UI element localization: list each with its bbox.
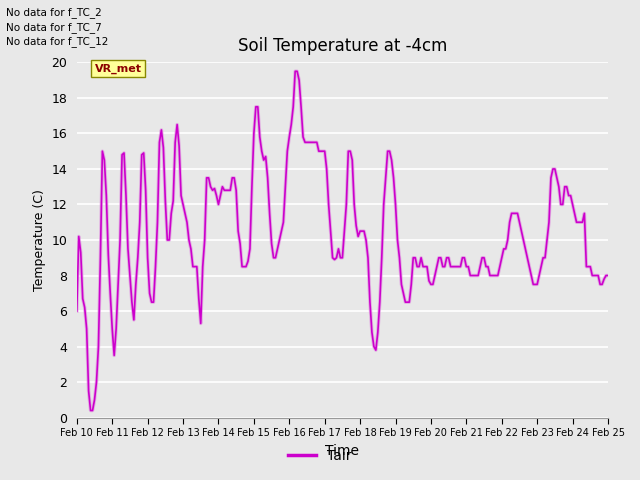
X-axis label: Time: Time bbox=[325, 444, 360, 457]
Text: VR_met: VR_met bbox=[95, 63, 141, 73]
Legend: Tair: Tair bbox=[283, 443, 357, 468]
Title: Soil Temperature at -4cm: Soil Temperature at -4cm bbox=[237, 37, 447, 55]
Text: No data for f_TC_12: No data for f_TC_12 bbox=[6, 36, 109, 47]
Y-axis label: Temperature (C): Temperature (C) bbox=[33, 189, 45, 291]
Text: No data for f_TC_7: No data for f_TC_7 bbox=[6, 22, 102, 33]
Text: No data for f_TC_2: No data for f_TC_2 bbox=[6, 7, 102, 18]
